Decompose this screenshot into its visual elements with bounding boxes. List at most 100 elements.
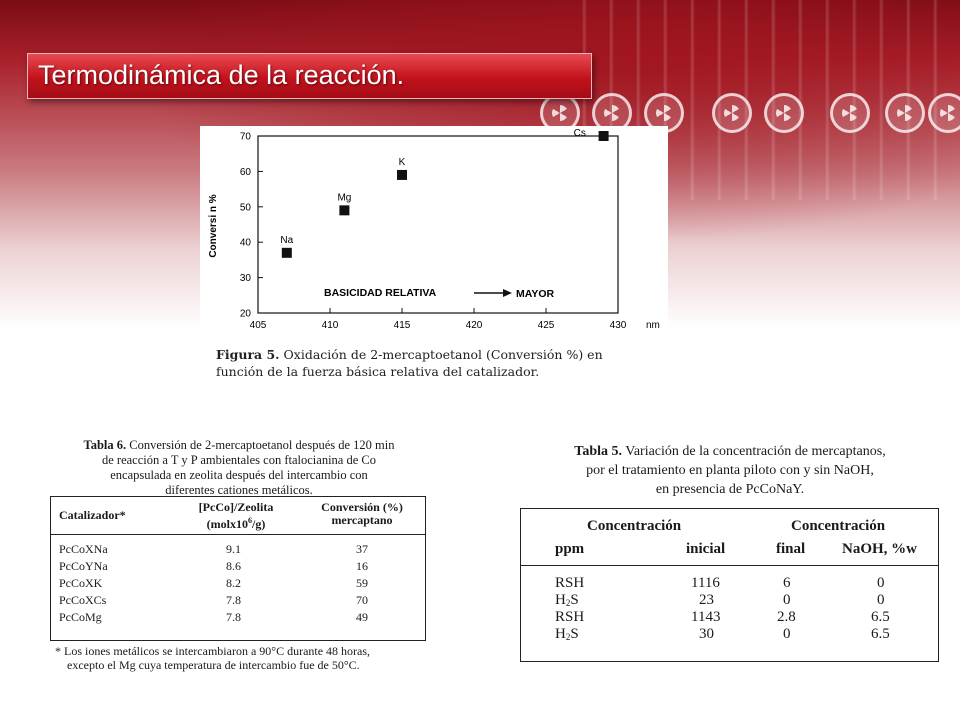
y-tick-label: 50 — [240, 202, 252, 213]
y-tick-label: 60 — [240, 167, 252, 178]
cell-catalizador: PcCoMg — [59, 610, 102, 624]
header-pcco-sup: 6 — [247, 516, 252, 525]
cell-pcco: 7.8 — [226, 593, 241, 607]
caption-line: por el tratamiento en planta piloto con … — [586, 463, 874, 478]
cell-inicial: 1116 — [691, 575, 720, 591]
tabla-6: Tabla 6. Conversión de 2-mercaptoetanol … — [49, 436, 429, 672]
header-ppm: ppm — [555, 541, 585, 557]
data-point-label: K — [399, 157, 406, 168]
y-tick-label: 70 — [240, 132, 252, 143]
header-catalizador: Catalizador* — [59, 508, 126, 522]
caption-line: en presencia de PcCoNaY. — [655, 482, 805, 497]
tabla-6-caption: Tabla 6. Conversión de 2-mercaptoetanol … — [49, 438, 429, 498]
cell-conversion: 49 — [356, 610, 368, 624]
header-pcco-line1: [PcCo]/Zeolita — [198, 500, 274, 514]
cell-naoh: 0 — [877, 592, 885, 608]
right-arrow-icon — [474, 289, 512, 297]
header-concentracion-2: Concentración — [791, 518, 886, 534]
footnote-line: excepto el Mg cuya temperatura de interc… — [67, 658, 360, 672]
caption-line: encapsulada en zeolita después del inter… — [110, 468, 368, 482]
cell-catalizador: PcCoXNa — [59, 542, 108, 556]
cell-pcco: 8.6 — [226, 559, 241, 573]
cell-conversion: 59 — [356, 576, 368, 590]
cell-conversion: 37 — [356, 542, 368, 556]
radiation-hazard-icon — [830, 93, 870, 133]
header-pcco: [PcCo]/Zeolita (molx106/g) — [181, 501, 291, 531]
radiation-hazard-icon — [712, 93, 752, 133]
data-point-label: Na — [280, 235, 293, 246]
compound-subscript: 2 — [565, 598, 571, 608]
table-row: PcCoMg 7.8 49 — [51, 609, 425, 626]
caption-line: Variación de la concentración de mercapt… — [625, 444, 886, 459]
title-banner: Termodinámica de la reacción. — [27, 53, 592, 99]
cell-compound: RSH — [555, 609, 584, 629]
compound-text: RSH — [555, 575, 585, 591]
table-row: PcCoXNa 9.1 37 — [51, 541, 425, 558]
data-point-label: Mg — [337, 192, 351, 203]
table-row: RSH 1143 2.8 6.5 — [521, 609, 938, 626]
cell-inicial: 30 — [699, 626, 714, 642]
header-conversion-line2: mercaptano — [331, 513, 393, 527]
compound-tail: S — [570, 626, 579, 642]
header-pcco-line2b: /g) — [251, 517, 266, 531]
figure-5-caption: Figura 5. Oxidación de 2-mercaptoetanol … — [216, 346, 646, 380]
header-inicial: inicial — [686, 541, 726, 557]
header-final: final — [776, 541, 806, 557]
table-label: Tabla 5. — [574, 444, 623, 459]
compound-subscript: 2 — [565, 632, 571, 642]
table-row: RSH 1116 6 0 — [521, 575, 938, 592]
cell-compound: H2S — [555, 626, 579, 646]
chart-ticks: 405 410 415 420 425 430 20 30 40 50 60 70 — [240, 132, 627, 332]
compound-text: RSH — [555, 609, 585, 625]
data-point — [598, 131, 609, 141]
cell-pcco: 9.1 — [226, 542, 241, 556]
x-axis-unit-label: nm — [646, 320, 660, 331]
table-row: PcCoXK 8.2 59 — [51, 575, 425, 592]
tabla-5: Tabla 5. Variación de la concentración d… — [520, 440, 940, 662]
header-naoh: NaOH, %w — [842, 541, 917, 557]
table-header: Catalizador* [PcCo]/Zeolita (molx106/g) … — [51, 497, 425, 535]
header-concentracion-1: Concentración — [587, 518, 682, 534]
cell-catalizador: PcCoXK — [59, 576, 103, 590]
x-tick-label: 415 — [394, 320, 411, 331]
basicity-annotation-right: MAYOR — [516, 288, 555, 300]
figure-label: Figura 5. — [216, 347, 280, 362]
cell-catalizador: PcCoXCs — [59, 593, 107, 607]
caption-line: Conversión de 2-mercaptoetanol después d… — [129, 438, 395, 452]
tabla-6-footnote: * Los iones metálicos se intercambiaron … — [55, 644, 429, 672]
compound-text: H — [555, 592, 566, 608]
cell-naoh: 6.5 — [871, 626, 890, 642]
x-tick-label: 405 — [250, 320, 267, 331]
cell-conversion: 16 — [356, 559, 368, 573]
data-point-label: Cs — [574, 128, 586, 139]
figure-5: 405 410 415 420 425 430 20 30 40 50 60 70 Na Mg K Cs C… — [200, 126, 668, 384]
footnote-line: * Los iones metálicos se intercambiaron … — [55, 644, 371, 658]
x-tick-label: 425 — [538, 320, 555, 331]
x-tick-label: 420 — [466, 320, 483, 331]
tabla-5-caption: Tabla 5. Variación de la concentración d… — [520, 442, 940, 499]
radiation-hazard-icon — [928, 93, 960, 133]
table-row: H2S 30 0 6.5 — [521, 626, 938, 643]
cell-conversion: 70 — [356, 593, 368, 607]
table-label: Tabla 6. — [83, 438, 127, 452]
cell-catalizador: PcCoYNa — [59, 559, 108, 573]
radiation-hazard-icon — [885, 93, 925, 133]
tabla-5-grid: Concentración Concentración ppm inicial … — [520, 508, 939, 662]
table-row: H2S 23 0 0 — [521, 592, 938, 609]
cell-final: 0 — [783, 626, 791, 642]
compound-tail: S — [570, 592, 579, 608]
compound-text: H — [555, 626, 566, 642]
header-conversion-line1: Conversión (%) — [321, 500, 403, 514]
x-tick-label: 430 — [610, 320, 627, 331]
cell-compound: H2S — [555, 592, 579, 612]
header-conversion: Conversión (%) mercaptano — [307, 501, 417, 527]
slide-title: Termodinámica de la reacción. — [38, 60, 405, 90]
plot-frame — [257, 135, 619, 314]
y-tick-label: 20 — [240, 309, 252, 320]
cell-final: 6 — [783, 575, 791, 591]
table-header: Concentración Concentración ppm inicial … — [521, 509, 938, 566]
cell-inicial: 23 — [699, 592, 714, 608]
data-point — [397, 169, 407, 180]
y-tick-label: 40 — [240, 238, 252, 249]
chart-axes — [257, 135, 619, 314]
